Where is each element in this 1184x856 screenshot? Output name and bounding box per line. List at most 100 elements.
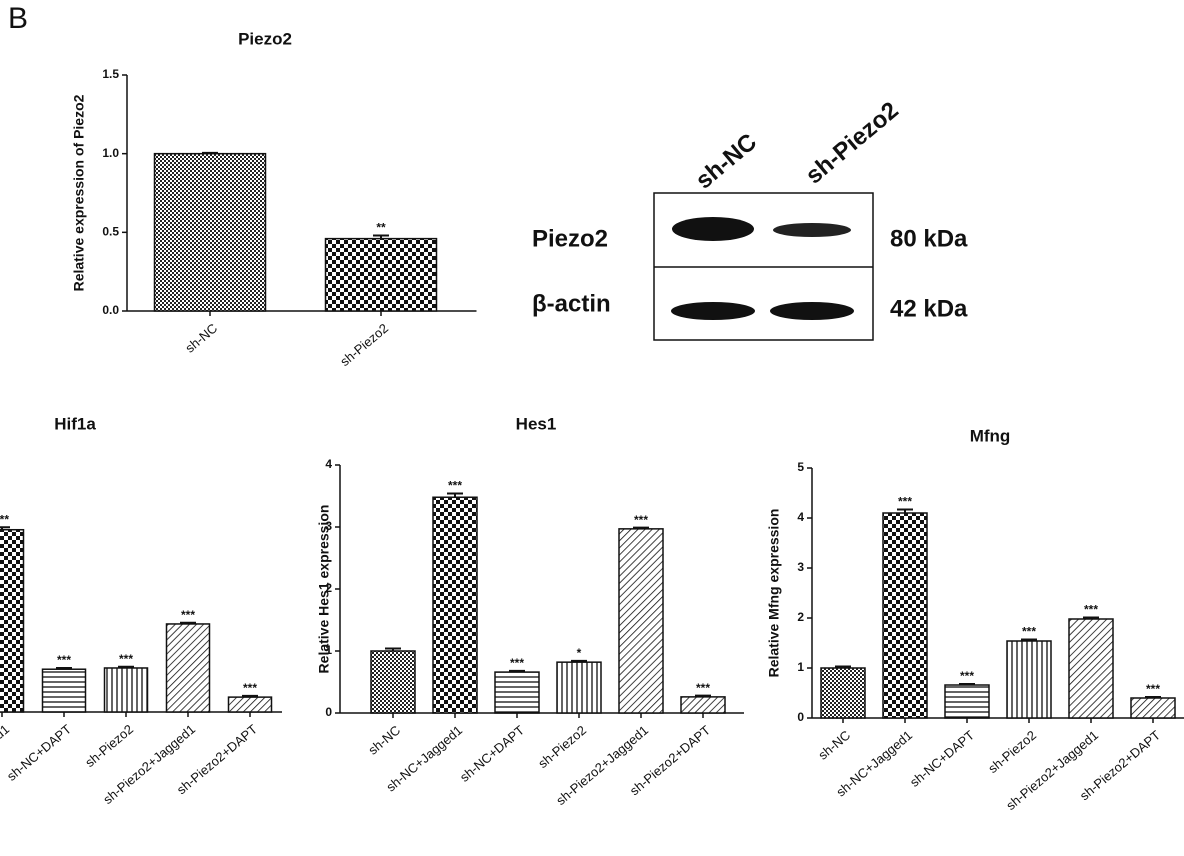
significance: *** bbox=[57, 653, 71, 667]
row-label: Piezo2 bbox=[532, 225, 608, 252]
significance: *** bbox=[960, 669, 974, 683]
chart-title: Hif1a bbox=[54, 414, 96, 433]
significance: *** bbox=[1146, 682, 1160, 696]
y-axis-label: Relative expression of Piezo2 bbox=[71, 94, 87, 291]
band bbox=[770, 302, 854, 320]
error-bar bbox=[373, 234, 389, 239]
x-tick-label: sh-NC+DAPT bbox=[907, 727, 977, 789]
bar bbox=[820, 667, 866, 719]
significance: *** bbox=[119, 652, 133, 666]
y-tick-label: 1 bbox=[797, 660, 804, 674]
bar bbox=[1068, 618, 1114, 719]
y-tick-label: 2 bbox=[325, 581, 332, 595]
error-bar bbox=[571, 659, 587, 663]
bar bbox=[165, 623, 211, 713]
y-tick-label: 0.5 bbox=[102, 225, 119, 239]
band bbox=[672, 217, 754, 241]
error-bar bbox=[56, 666, 72, 670]
significance: *** bbox=[1022, 625, 1036, 639]
bar bbox=[944, 684, 990, 719]
significance: *** bbox=[1084, 603, 1098, 617]
x-tick-label: sh-NC+Jagged1 bbox=[0, 721, 12, 793]
lane-label: sh-NC bbox=[691, 128, 762, 194]
y-tick-label: 0.0 bbox=[102, 303, 119, 317]
error-bar bbox=[242, 694, 258, 698]
error-bar bbox=[695, 694, 711, 697]
error-bar bbox=[1021, 638, 1037, 641]
error-bar bbox=[1083, 616, 1099, 619]
bar bbox=[680, 696, 726, 714]
y-tick-label: 0 bbox=[797, 710, 804, 724]
y-tick-label: 5 bbox=[797, 460, 804, 474]
y-tick-label: 1.5 bbox=[102, 67, 119, 81]
x-tick-label: sh-NC bbox=[182, 320, 220, 355]
bar bbox=[227, 696, 273, 713]
y-tick-label: 1 bbox=[325, 643, 332, 657]
x-tick-label: sh-Piezo2 bbox=[985, 727, 1039, 776]
y-tick-label: 4 bbox=[325, 457, 332, 471]
y-tick-label: 3 bbox=[797, 560, 804, 574]
significance: * bbox=[577, 646, 582, 660]
bar bbox=[556, 661, 602, 714]
blot: sh-NC sh-Piezo2 Piezo2 β-actin 80 kDa 42… bbox=[532, 97, 968, 341]
error-bar bbox=[897, 508, 913, 513]
bar bbox=[1006, 640, 1052, 719]
row-label: β-actin bbox=[532, 290, 611, 317]
band bbox=[773, 223, 851, 237]
size-label: 80 kDa bbox=[890, 225, 968, 252]
error-bar bbox=[202, 151, 218, 154]
y-axis-label: Relative Hes1 expression bbox=[316, 505, 332, 674]
x-tick-label: sh-NC+DAPT bbox=[4, 721, 74, 783]
significance: *** bbox=[696, 681, 710, 695]
bar bbox=[370, 650, 416, 714]
error-bar bbox=[1145, 696, 1161, 698]
x-tick-label: sh-NC+DAPT bbox=[457, 722, 527, 784]
error-bar bbox=[118, 665, 134, 668]
x-tick-label: sh-NC bbox=[365, 722, 403, 757]
panel-label: B bbox=[8, 2, 28, 35]
bar bbox=[494, 671, 540, 714]
significance: *** bbox=[510, 656, 524, 670]
size-label: 42 kDa bbox=[890, 295, 968, 322]
significance: ** bbox=[376, 221, 386, 235]
bar bbox=[882, 512, 928, 719]
error-bar bbox=[0, 526, 10, 530]
error-bar bbox=[835, 665, 851, 668]
error-bar bbox=[509, 669, 525, 673]
bar bbox=[153, 152, 267, 312]
significance: *** bbox=[448, 479, 462, 493]
x-tick-label: sh-Piezo2 bbox=[82, 721, 136, 770]
chart-title: Piezo2 bbox=[238, 29, 292, 48]
significance: *** bbox=[243, 681, 257, 695]
lane-label: sh-Piezo2 bbox=[801, 97, 904, 190]
error-bar bbox=[180, 621, 196, 624]
x-tick-label: sh-NC bbox=[815, 727, 853, 762]
bar bbox=[103, 667, 149, 713]
chart-title: Mfng bbox=[970, 426, 1011, 445]
bar bbox=[41, 668, 87, 713]
y-tick-label: 2 bbox=[797, 610, 804, 624]
bar bbox=[618, 528, 664, 714]
significance: *** bbox=[898, 495, 912, 509]
band bbox=[671, 302, 755, 320]
bar bbox=[432, 496, 478, 714]
y-tick-label: 4 bbox=[797, 510, 804, 524]
significance: *** bbox=[181, 608, 195, 622]
x-tick-label: sh-Piezo2 bbox=[337, 320, 391, 369]
significance: *** bbox=[634, 513, 648, 527]
significance: *** bbox=[0, 512, 9, 526]
y-tick-label: 3 bbox=[325, 519, 332, 533]
error-bar bbox=[447, 492, 463, 498]
chart-title: Hes1 bbox=[516, 414, 557, 433]
error-bar bbox=[959, 683, 975, 685]
bar bbox=[0, 528, 25, 713]
y-tick-label: 1.0 bbox=[102, 146, 119, 160]
bar bbox=[324, 237, 438, 312]
bar bbox=[1130, 697, 1176, 719]
x-tick-label: sh-Piezo2 bbox=[535, 722, 589, 771]
error-bar bbox=[633, 526, 649, 529]
error-bar bbox=[385, 647, 401, 651]
y-tick-label: 0 bbox=[325, 705, 332, 719]
y-axis-label: Relative Mfng expression bbox=[766, 509, 782, 678]
